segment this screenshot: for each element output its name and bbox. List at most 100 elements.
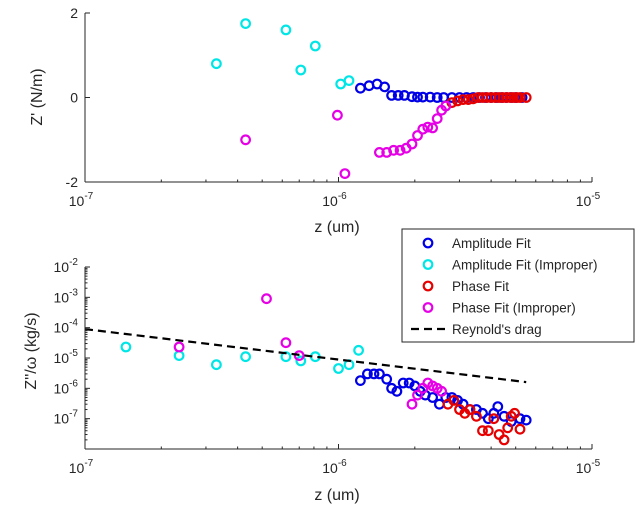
bottom-point: [464, 404, 476, 415]
top-point: [462, 94, 474, 105]
top-x-tick-label: 10-5: [576, 191, 601, 209]
legend-label: Phase Fit: [452, 279, 509, 294]
top-point: [343, 75, 355, 86]
top-point: [240, 134, 252, 146]
legend: Amplitude Fit Amplitude Fit (Improper) Pha…: [401, 228, 635, 343]
top-point: [374, 146, 385, 158]
top-point: [501, 92, 512, 103]
legend-box: [401, 228, 635, 343]
bottom-plot: 10-7 10-6 10-5 10-2 10-3 10-4 10-5 10-6 10-7 z (…: [23, 257, 601, 504]
bottom-point: [353, 344, 365, 356]
top-point: [386, 89, 398, 101]
top-point: [514, 92, 526, 103]
top-point: [332, 109, 343, 121]
top-point: [381, 146, 393, 158]
top-point: [440, 100, 452, 112]
top-point: [309, 40, 321, 52]
bottom-y-tick-label: 10-7: [54, 409, 79, 427]
bottom-point: [240, 351, 252, 363]
bottom-point: [498, 434, 510, 446]
bottom-point: [509, 407, 520, 419]
bottom-point: [498, 410, 510, 422]
bottom-y-tick-label: 10-3: [54, 287, 79, 305]
top-point: [295, 64, 307, 76]
top-point: [422, 121, 434, 133]
top-y-tick-label: 0: [70, 90, 78, 106]
legend-label: Reynold's drag: [452, 322, 542, 337]
top-point: [417, 91, 429, 103]
bottom-point: [448, 395, 460, 406]
bottom-point: [368, 368, 380, 380]
top-point: [417, 123, 429, 135]
legend-entries: Amplitude Fit Amplitude Fit (Improper) Pha…: [411, 236, 598, 337]
legend-entry: Phase Fit: [422, 279, 509, 294]
top-point: [452, 95, 464, 107]
top-point: [520, 92, 532, 103]
bottom-point: [406, 398, 418, 410]
bottom-point: [362, 368, 373, 380]
legend-label: Amplitude Fit: [452, 236, 531, 251]
bottom-y-tick-label: 10-5: [54, 348, 79, 366]
bottom-y-axis-label: Z''/ω (kg/s): [23, 312, 40, 389]
top-series-phase-fit: [446, 92, 532, 108]
bottom-point: [355, 375, 366, 387]
bottom-point: [520, 414, 532, 426]
bottom-point: [471, 410, 482, 422]
top-data-points: [210, 18, 532, 180]
top-point: [427, 122, 439, 134]
top-point: [457, 94, 469, 105]
bottom-point: [436, 385, 448, 397]
bottom-series-phase-fit-improper: [173, 293, 448, 410]
legend-label: Phase Fit (Improper): [452, 301, 576, 316]
bottom-x-axis-label: z (um): [314, 487, 359, 504]
bottom-y-tick-label: 10-4: [54, 318, 79, 336]
top-point: [412, 130, 423, 141]
top-point: [406, 91, 418, 103]
top-point: [508, 92, 519, 103]
bottom-point: [488, 413, 500, 425]
bottom-axes: 10-7 10-6 10-5 10-2 10-3 10-4 10-5 10-6 10-7: [54, 257, 601, 476]
legend-marker: [422, 280, 434, 292]
top-point: [431, 92, 443, 103]
bottom-point: [210, 359, 222, 371]
bottom-y-tick-label: 10-2: [54, 257, 79, 275]
bottom-series-amplitude-fit-improper: [120, 341, 365, 374]
bottom-point: [514, 423, 526, 435]
bottom-x-tick-label: 10-5: [576, 458, 601, 476]
bottom-point: [381, 373, 393, 385]
top-axes: 10-7 10-6 10-5 2 0 -2: [66, 5, 601, 209]
top-point: [493, 92, 505, 103]
bottom-point: [261, 293, 272, 305]
bottom-y-tick-label: 10-6: [54, 378, 79, 396]
top-y-axis-label: Z' (N/m): [29, 68, 46, 125]
top-point: [339, 168, 351, 180]
bottom-series-reynold-s-drag: [84, 328, 527, 384]
bottom-point: [397, 377, 409, 389]
top-x-tick-label: 10-7: [69, 191, 94, 209]
bottom-point: [492, 401, 504, 413]
top-plot: 10-7 10-6 10-5 2 0 -2 z (um) Z' (N/m): [29, 5, 601, 236]
bottom-point: [120, 341, 132, 353]
top-series-phase-fit-improper: [240, 100, 452, 180]
bottom-x-tick-label: 10-7: [69, 458, 94, 476]
bottom-x-tick-label: 10-6: [322, 458, 347, 476]
legend-marker: [422, 237, 434, 249]
bottom-point: [333, 363, 344, 374]
bottom-point: [403, 377, 415, 389]
top-point: [406, 138, 418, 150]
top-point: [412, 91, 423, 103]
top-point: [280, 24, 292, 36]
legend-marker: [422, 259, 434, 270]
top-point: [392, 89, 404, 101]
legend-entry: Amplitude Fit: [422, 236, 531, 251]
top-y-tick-label: 2: [70, 5, 78, 21]
legend-entry: Phase Fit (Improper): [422, 301, 576, 316]
bottom-reynolds-drag-line: [84, 328, 527, 384]
bottom-point: [386, 382, 398, 394]
top-point: [379, 81, 391, 93]
bottom-point: [502, 422, 514, 434]
bottom-point: [280, 337, 292, 349]
legend-marker: [422, 302, 434, 313]
bottom-point: [427, 392, 439, 403]
